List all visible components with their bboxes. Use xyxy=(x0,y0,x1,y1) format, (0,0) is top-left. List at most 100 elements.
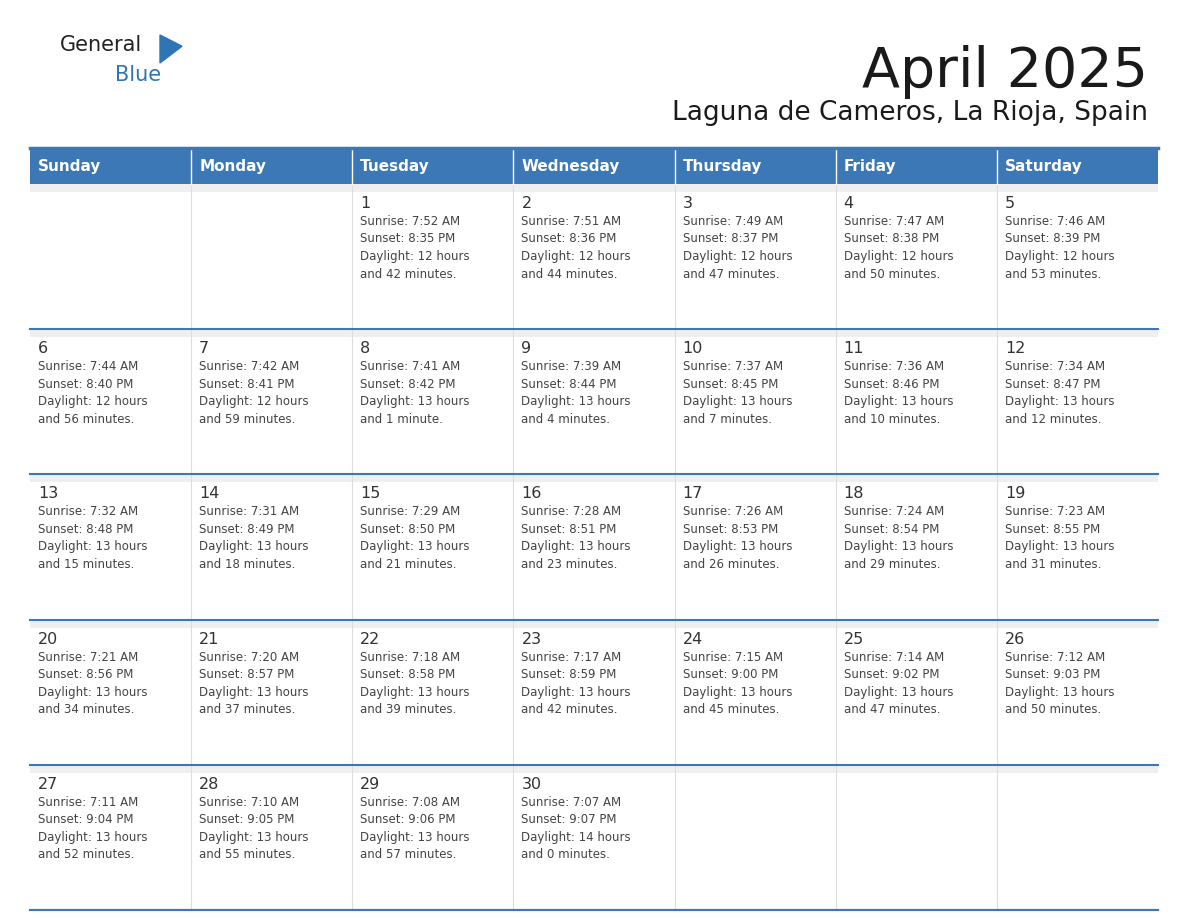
Bar xyxy=(675,620,835,628)
Text: Sunrise: 7:08 AM
Sunset: 9:06 PM
Daylight: 13 hours
and 57 minutes.: Sunrise: 7:08 AM Sunset: 9:06 PM Dayligh… xyxy=(360,796,469,861)
Bar xyxy=(513,628,675,765)
Text: 25: 25 xyxy=(843,632,864,646)
Text: Sunrise: 7:24 AM
Sunset: 8:54 PM
Daylight: 13 hours
and 29 minutes.: Sunrise: 7:24 AM Sunset: 8:54 PM Dayligh… xyxy=(843,506,953,571)
Bar xyxy=(353,337,513,475)
Bar xyxy=(675,192,835,330)
Text: Sunrise: 7:44 AM
Sunset: 8:40 PM
Daylight: 12 hours
and 56 minutes.: Sunrise: 7:44 AM Sunset: 8:40 PM Dayligh… xyxy=(38,360,147,426)
Bar xyxy=(191,475,353,482)
Text: Sunrise: 7:20 AM
Sunset: 8:57 PM
Daylight: 13 hours
and 37 minutes.: Sunrise: 7:20 AM Sunset: 8:57 PM Dayligh… xyxy=(200,651,309,716)
Text: Monday: Monday xyxy=(200,159,266,174)
Bar xyxy=(835,628,997,765)
Text: Sunrise: 7:21 AM
Sunset: 8:56 PM
Daylight: 13 hours
and 34 minutes.: Sunrise: 7:21 AM Sunset: 8:56 PM Dayligh… xyxy=(38,651,147,716)
Bar xyxy=(835,773,997,910)
Text: 4: 4 xyxy=(843,196,854,211)
Bar xyxy=(191,184,353,192)
Text: 12: 12 xyxy=(1005,341,1025,356)
Text: Sunrise: 7:26 AM
Sunset: 8:53 PM
Daylight: 13 hours
and 26 minutes.: Sunrise: 7:26 AM Sunset: 8:53 PM Dayligh… xyxy=(683,506,792,571)
Bar xyxy=(513,620,675,628)
Bar xyxy=(30,475,191,482)
Bar xyxy=(675,628,835,765)
Bar xyxy=(513,475,675,482)
Bar xyxy=(353,475,513,482)
Text: Sunrise: 7:18 AM
Sunset: 8:58 PM
Daylight: 13 hours
and 39 minutes.: Sunrise: 7:18 AM Sunset: 8:58 PM Dayligh… xyxy=(360,651,469,716)
Text: Sunrise: 7:46 AM
Sunset: 8:39 PM
Daylight: 12 hours
and 53 minutes.: Sunrise: 7:46 AM Sunset: 8:39 PM Dayligh… xyxy=(1005,215,1114,281)
Bar xyxy=(835,148,997,184)
Text: Saturday: Saturday xyxy=(1005,159,1082,174)
Text: Sunrise: 7:42 AM
Sunset: 8:41 PM
Daylight: 12 hours
and 59 minutes.: Sunrise: 7:42 AM Sunset: 8:41 PM Dayligh… xyxy=(200,360,309,426)
Bar xyxy=(675,765,835,773)
Bar xyxy=(997,765,1158,773)
Bar xyxy=(191,482,353,620)
Bar xyxy=(675,337,835,475)
Bar xyxy=(30,773,191,910)
Bar xyxy=(30,192,191,330)
Bar xyxy=(835,184,997,192)
Bar xyxy=(997,773,1158,910)
Bar xyxy=(997,620,1158,628)
Bar xyxy=(191,148,353,184)
Text: 1: 1 xyxy=(360,196,371,211)
Text: 23: 23 xyxy=(522,632,542,646)
Text: Sunrise: 7:39 AM
Sunset: 8:44 PM
Daylight: 13 hours
and 4 minutes.: Sunrise: 7:39 AM Sunset: 8:44 PM Dayligh… xyxy=(522,360,631,426)
Text: 30: 30 xyxy=(522,777,542,792)
Text: 21: 21 xyxy=(200,632,220,646)
Bar xyxy=(513,482,675,620)
Bar xyxy=(191,628,353,765)
Text: 8: 8 xyxy=(360,341,371,356)
Bar xyxy=(353,184,513,192)
Bar xyxy=(30,330,191,337)
Bar xyxy=(353,192,513,330)
Text: 6: 6 xyxy=(38,341,49,356)
Bar xyxy=(675,482,835,620)
Text: Sunrise: 7:34 AM
Sunset: 8:47 PM
Daylight: 13 hours
and 12 minutes.: Sunrise: 7:34 AM Sunset: 8:47 PM Dayligh… xyxy=(1005,360,1114,426)
Text: Sunrise: 7:07 AM
Sunset: 9:07 PM
Daylight: 14 hours
and 0 minutes.: Sunrise: 7:07 AM Sunset: 9:07 PM Dayligh… xyxy=(522,796,631,861)
Text: Sunrise: 7:36 AM
Sunset: 8:46 PM
Daylight: 13 hours
and 10 minutes.: Sunrise: 7:36 AM Sunset: 8:46 PM Dayligh… xyxy=(843,360,953,426)
Text: 14: 14 xyxy=(200,487,220,501)
Bar xyxy=(191,765,353,773)
Text: Sunrise: 7:14 AM
Sunset: 9:02 PM
Daylight: 13 hours
and 47 minutes.: Sunrise: 7:14 AM Sunset: 9:02 PM Dayligh… xyxy=(843,651,953,716)
Bar xyxy=(513,184,675,192)
Text: Sunrise: 7:28 AM
Sunset: 8:51 PM
Daylight: 13 hours
and 23 minutes.: Sunrise: 7:28 AM Sunset: 8:51 PM Dayligh… xyxy=(522,506,631,571)
Bar xyxy=(353,773,513,910)
Bar xyxy=(30,337,191,475)
Text: Sunrise: 7:37 AM
Sunset: 8:45 PM
Daylight: 13 hours
and 7 minutes.: Sunrise: 7:37 AM Sunset: 8:45 PM Dayligh… xyxy=(683,360,792,426)
Text: 3: 3 xyxy=(683,196,693,211)
Text: 19: 19 xyxy=(1005,487,1025,501)
Text: 18: 18 xyxy=(843,487,864,501)
Bar xyxy=(675,475,835,482)
Text: 17: 17 xyxy=(683,487,703,501)
Text: 2: 2 xyxy=(522,196,531,211)
Text: Sunrise: 7:49 AM
Sunset: 8:37 PM
Daylight: 12 hours
and 47 minutes.: Sunrise: 7:49 AM Sunset: 8:37 PM Dayligh… xyxy=(683,215,792,281)
Text: Blue: Blue xyxy=(115,65,162,85)
Bar xyxy=(675,184,835,192)
Text: Wednesday: Wednesday xyxy=(522,159,620,174)
Bar xyxy=(513,148,675,184)
Text: 29: 29 xyxy=(360,777,380,792)
Bar xyxy=(513,330,675,337)
Bar xyxy=(835,337,997,475)
Bar xyxy=(513,773,675,910)
Text: Laguna de Cameros, La Rioja, Spain: Laguna de Cameros, La Rioja, Spain xyxy=(672,100,1148,126)
Text: Sunrise: 7:23 AM
Sunset: 8:55 PM
Daylight: 13 hours
and 31 minutes.: Sunrise: 7:23 AM Sunset: 8:55 PM Dayligh… xyxy=(1005,506,1114,571)
Bar xyxy=(997,475,1158,482)
Bar xyxy=(513,765,675,773)
Bar xyxy=(191,330,353,337)
Bar xyxy=(191,773,353,910)
Bar xyxy=(353,330,513,337)
Text: Friday: Friday xyxy=(843,159,896,174)
Text: Sunrise: 7:41 AM
Sunset: 8:42 PM
Daylight: 13 hours
and 1 minute.: Sunrise: 7:41 AM Sunset: 8:42 PM Dayligh… xyxy=(360,360,469,426)
Text: 11: 11 xyxy=(843,341,864,356)
Text: Thursday: Thursday xyxy=(683,159,762,174)
Bar xyxy=(30,184,191,192)
Bar xyxy=(30,482,191,620)
Bar xyxy=(30,620,191,628)
Bar xyxy=(997,148,1158,184)
Bar xyxy=(997,192,1158,330)
Bar xyxy=(30,148,191,184)
Text: 22: 22 xyxy=(360,632,380,646)
Bar xyxy=(191,192,353,330)
Bar xyxy=(835,330,997,337)
Polygon shape xyxy=(160,35,182,63)
Text: 28: 28 xyxy=(200,777,220,792)
Text: 9: 9 xyxy=(522,341,531,356)
